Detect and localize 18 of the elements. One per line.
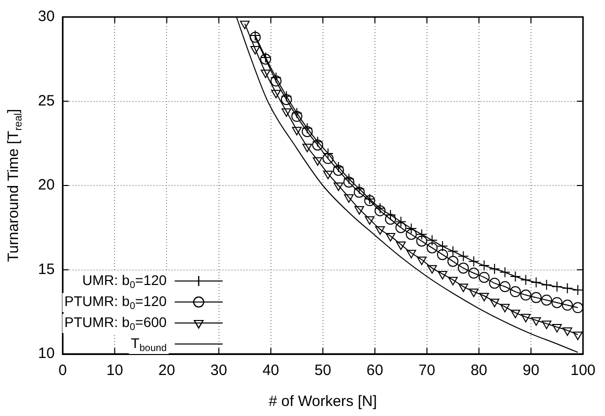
- x-tick-label: 90: [522, 362, 540, 380]
- y-tick-label: 25: [38, 92, 55, 110]
- x-axis-title: # of Workers [N]: [268, 393, 377, 410]
- x-tick-label: 40: [262, 362, 280, 380]
- x-tick-label: 80: [470, 362, 488, 380]
- y-tick-label: 10: [38, 345, 55, 362]
- x-tick-label: 60: [366, 362, 384, 380]
- y-tick-label: 30: [38, 8, 55, 26]
- y-tick-label: 20: [38, 176, 55, 194]
- y-tick-label: 15: [38, 260, 55, 278]
- x-tick-label: 70: [418, 362, 436, 380]
- x-tick-label: 50: [314, 362, 332, 380]
- x-tick-label: 0: [58, 362, 67, 380]
- y-axis-title: Turnaround Time [Treal]: [5, 108, 24, 262]
- x-tick-label: 10: [106, 362, 124, 380]
- x-tick-label: 100: [570, 362, 596, 380]
- x-tick-label: 30: [210, 362, 228, 380]
- x-tick-label: 20: [158, 362, 176, 380]
